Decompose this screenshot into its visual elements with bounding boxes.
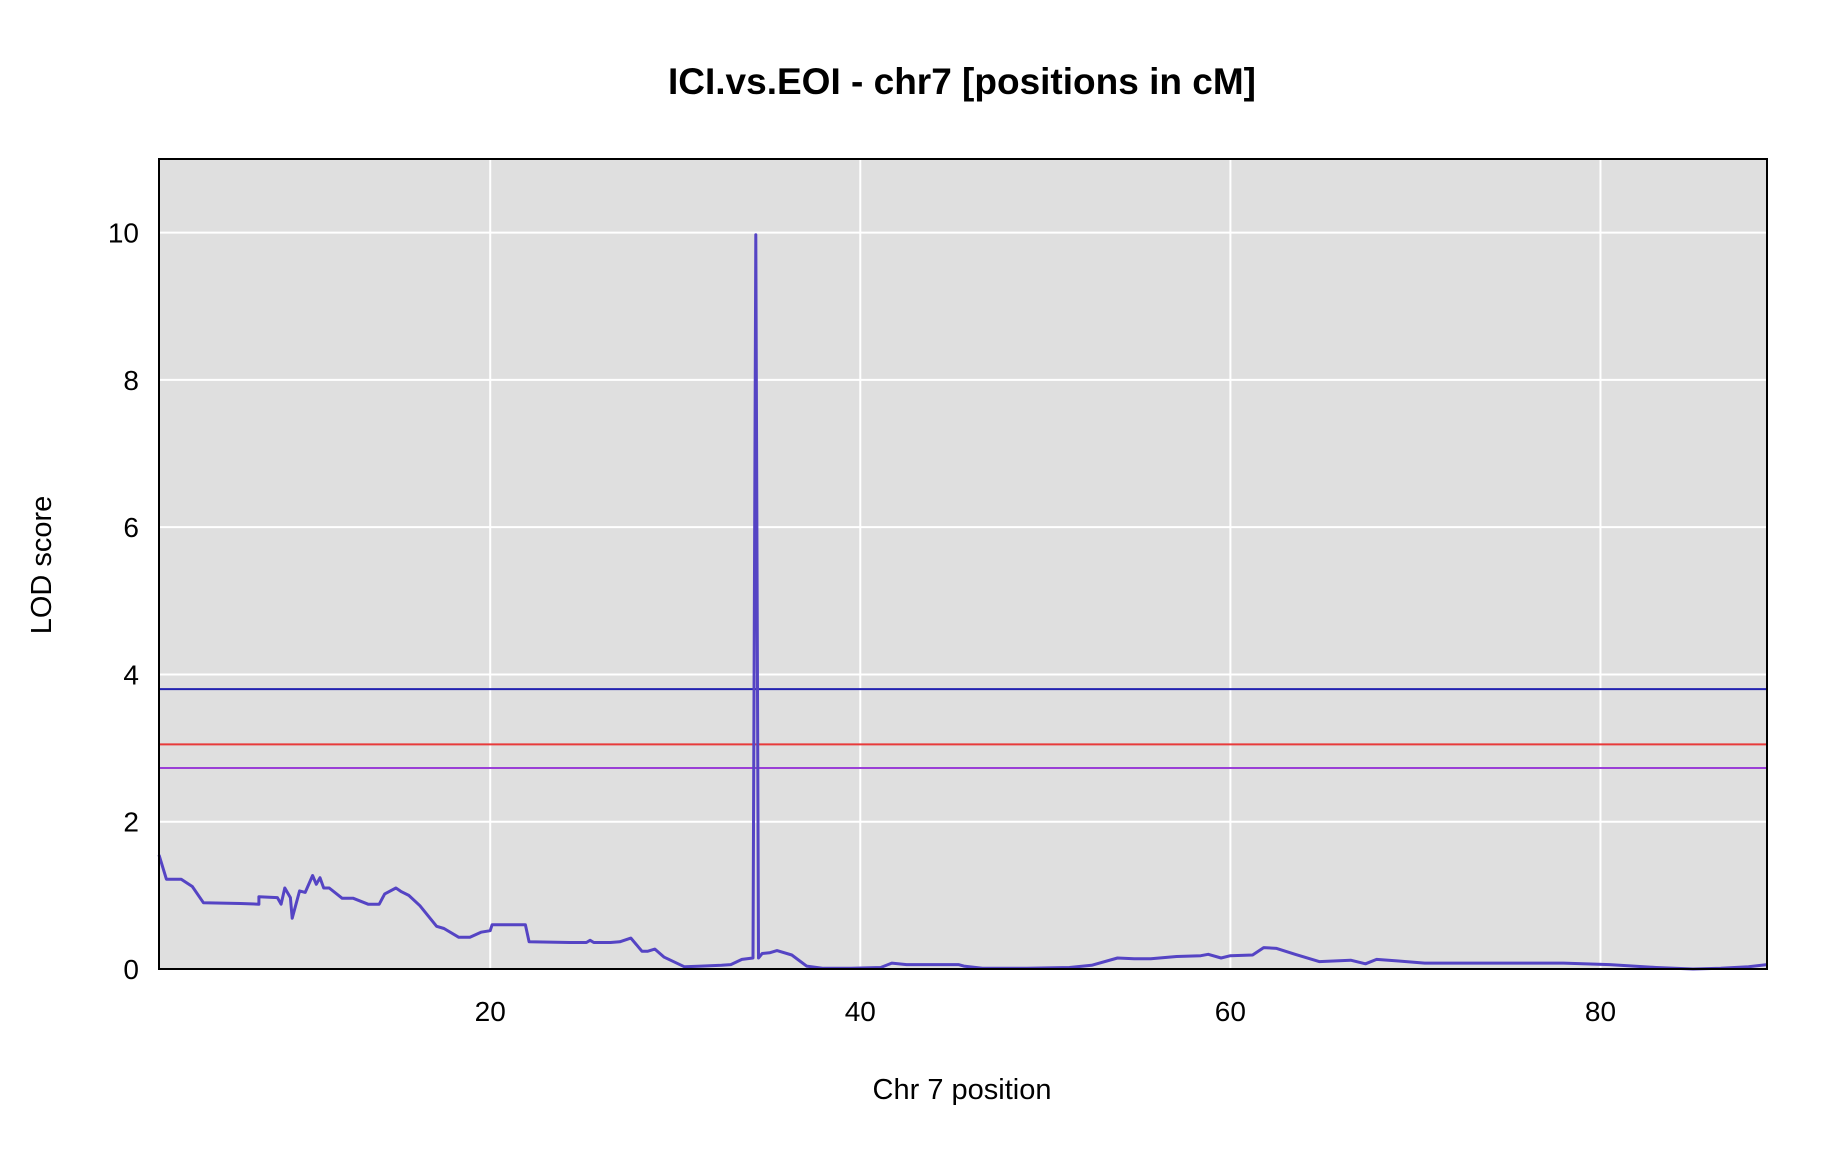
- y-tick-label: 0: [123, 954, 139, 985]
- x-tick-label: 40: [845, 996, 876, 1027]
- y-tick-label: 2: [123, 807, 139, 838]
- y-tick-label: 6: [123, 512, 139, 543]
- y-tick-label: 4: [123, 659, 139, 690]
- x-tick-label: 60: [1215, 996, 1246, 1027]
- y-tick-label: 10: [108, 218, 139, 249]
- plot-area: [159, 159, 1767, 969]
- lod-series-line: [157, 233, 1768, 971]
- chart-title: ICI.vs.EOI - chr7 [positions in cM]: [668, 61, 1256, 102]
- x-axis-label: Chr 7 position: [873, 1074, 1052, 1106]
- x-tick-label: 20: [475, 996, 506, 1027]
- x-tick-label: 80: [1585, 996, 1616, 1027]
- y-tick-label: 8: [123, 365, 139, 396]
- y-axis-label: LOD score: [26, 496, 58, 635]
- plot-frame: [158, 158, 1768, 970]
